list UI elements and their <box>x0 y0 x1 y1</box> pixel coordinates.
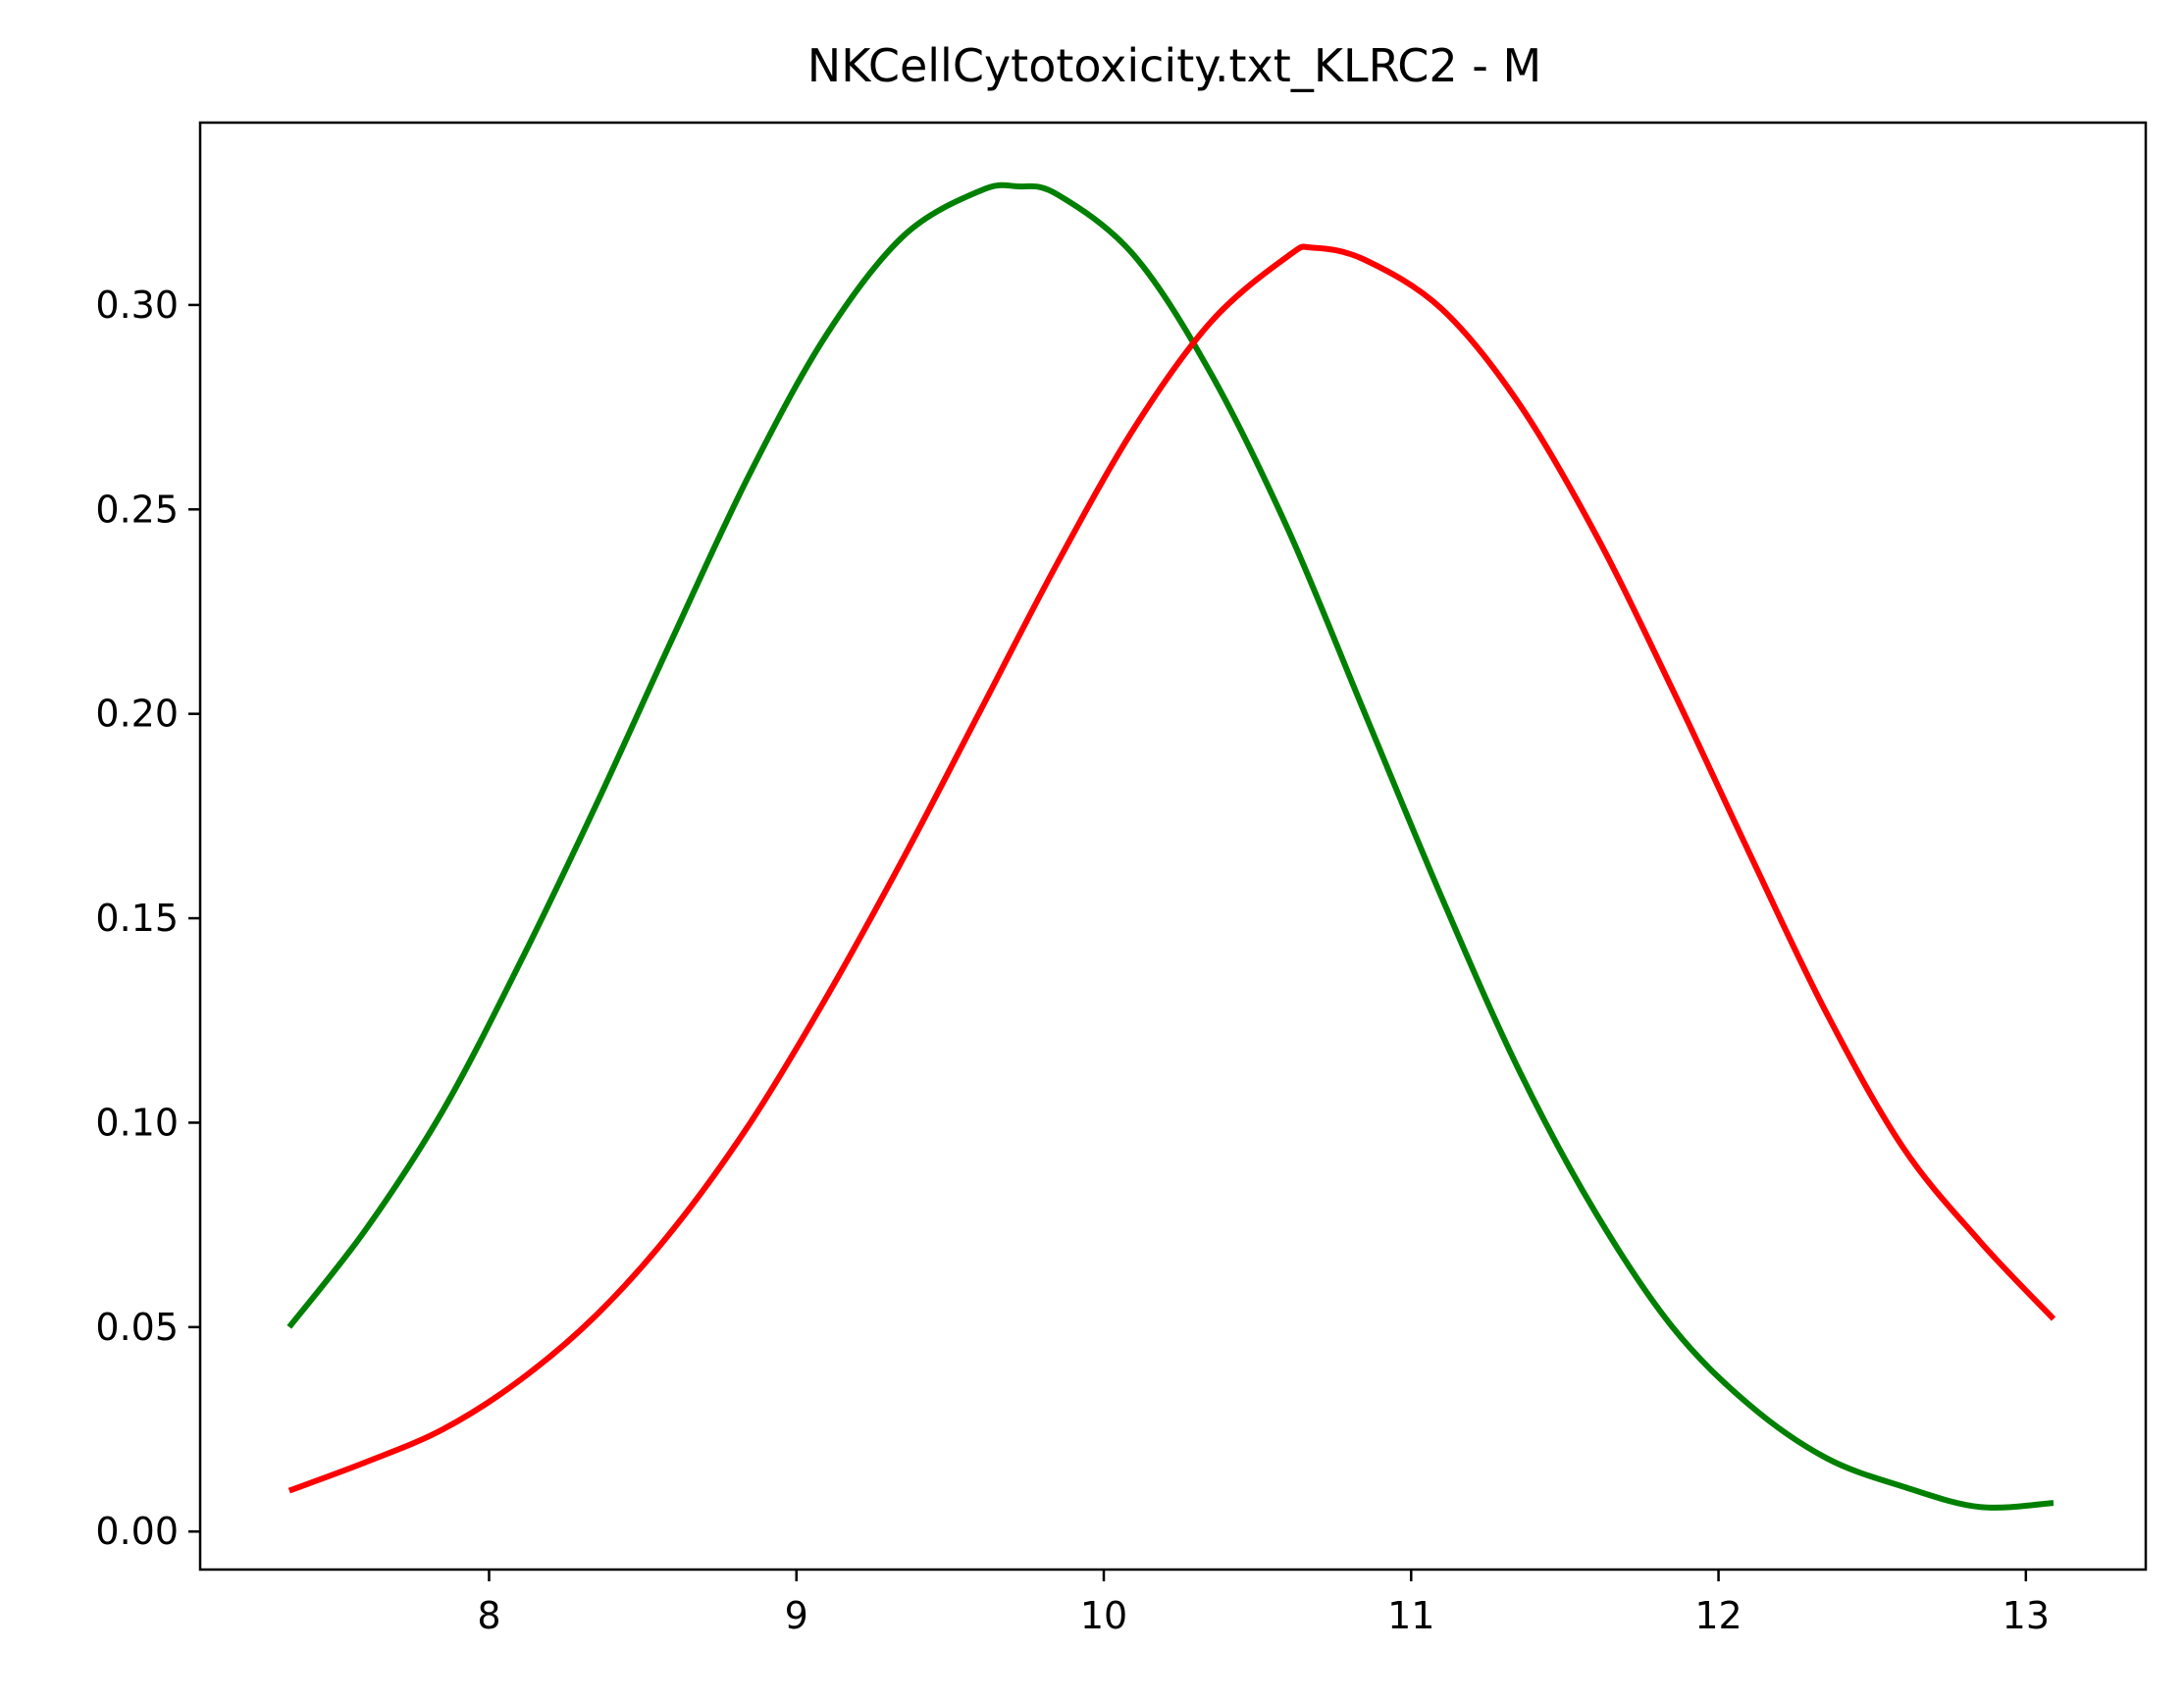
x-tick-label: 12 <box>1694 1594 1742 1637</box>
y-tick-label: 0.10 <box>95 1101 179 1144</box>
x-tick-label: 10 <box>1080 1594 1127 1637</box>
x-tick-label: 11 <box>1387 1594 1434 1637</box>
series-line-2 <box>287 243 2056 1494</box>
series-layer <box>286 181 2056 1511</box>
chart-title: NKCellCytotoxicity.txt_KLRC2 - M <box>807 39 1541 92</box>
x-tick-label: 13 <box>2002 1594 2050 1637</box>
x-tick-label: 8 <box>477 1594 500 1637</box>
y-tick-label: 0.20 <box>95 693 179 736</box>
y-tick-label: 0.25 <box>95 488 179 531</box>
series-line-1 <box>286 181 2054 1511</box>
y-axis: 0.00 0.05 0.10 0.15 0.20 0.25 0.30 <box>95 284 200 1553</box>
x-tick-label: 9 <box>785 1594 808 1637</box>
y-tick-label: 0.30 <box>95 284 179 327</box>
y-tick-label: 0.00 <box>95 1510 179 1553</box>
plot-frame <box>198 121 2148 1572</box>
y-tick-label: 0.15 <box>95 897 179 940</box>
y-tick-label: 0.05 <box>95 1306 179 1349</box>
x-axis: 8 9 10 11 12 13 <box>477 1570 2050 1637</box>
